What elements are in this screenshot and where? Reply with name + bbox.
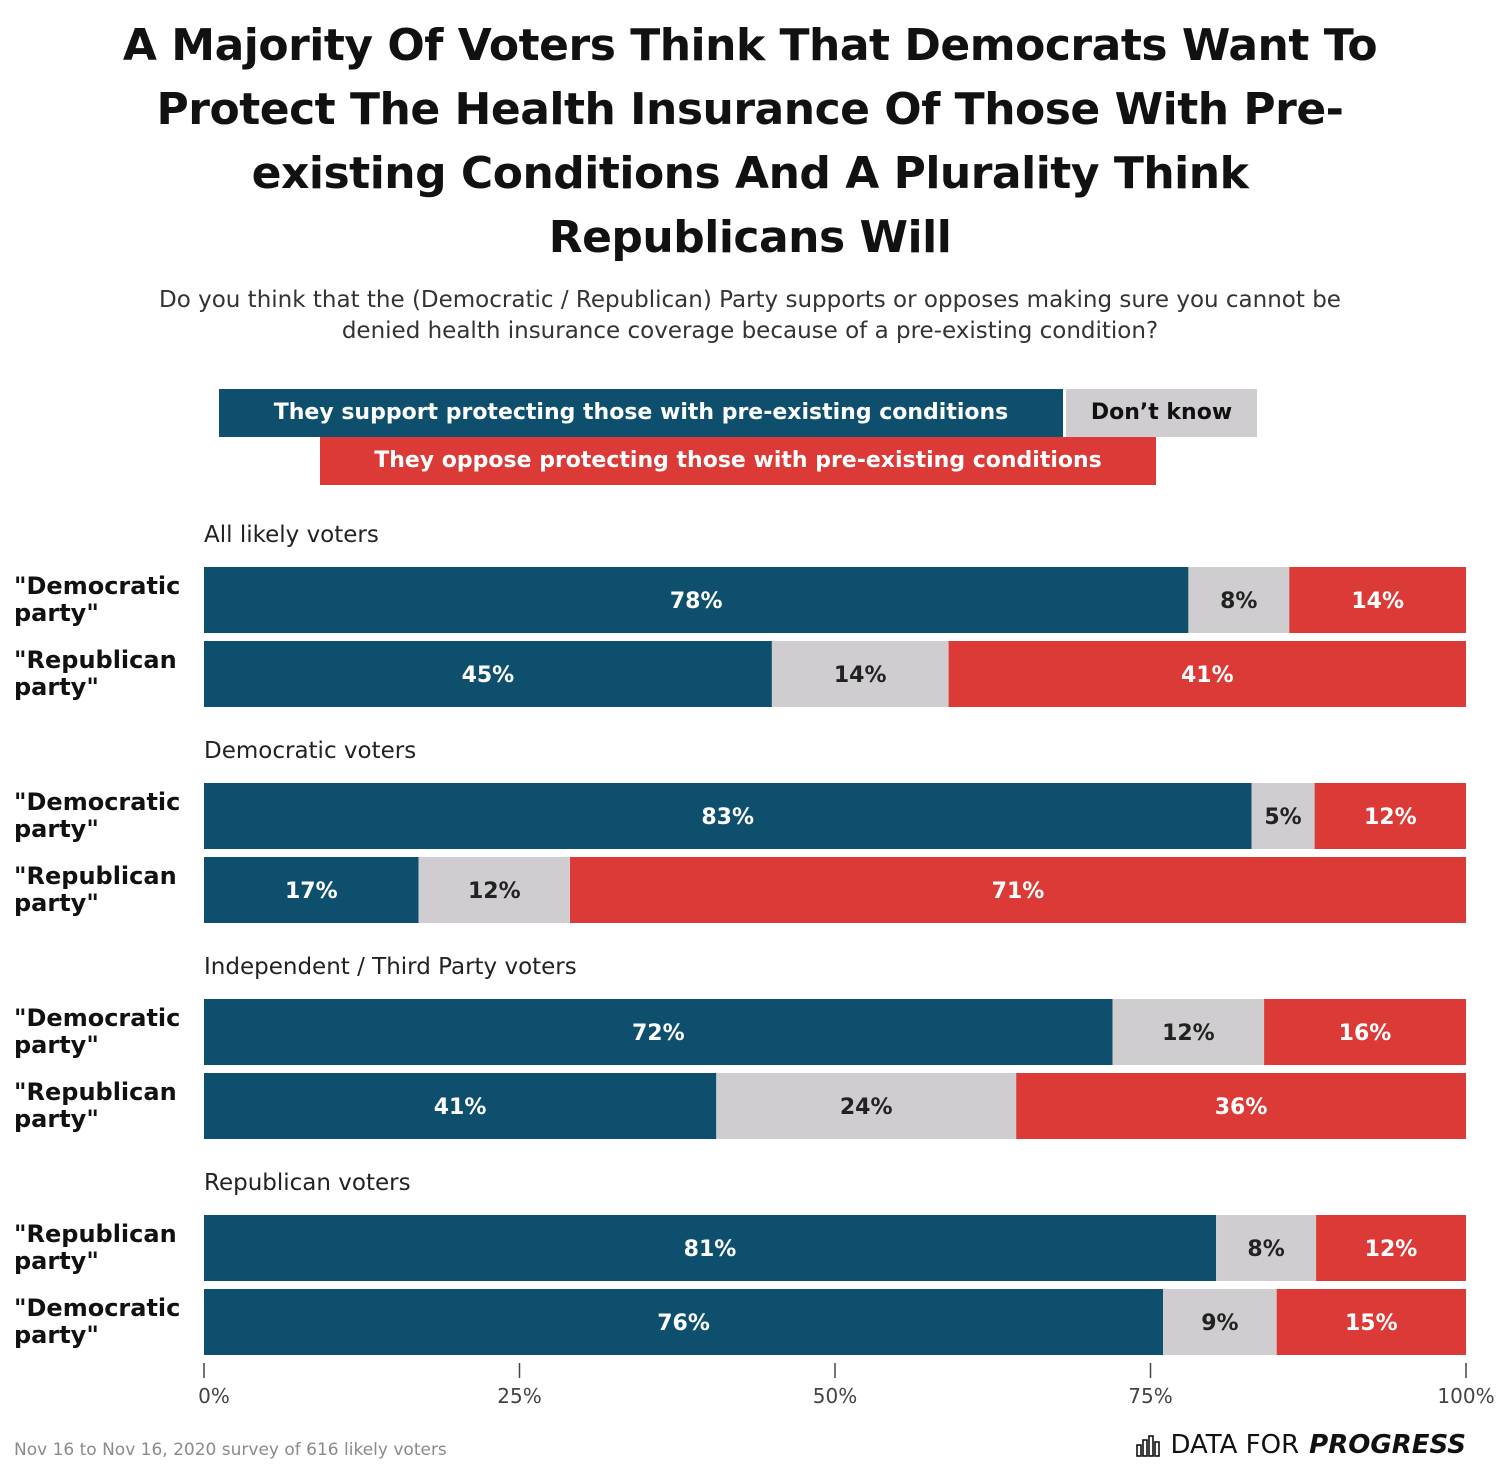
- title-line: Protect The Health Insurance Of Those Wi…: [156, 84, 1344, 135]
- x-tick-label: 50%: [813, 1384, 857, 1408]
- bar-segment-oppose: [1264, 999, 1466, 1065]
- row-label: "Republican: [14, 1078, 177, 1106]
- data-label: 78%: [670, 589, 723, 614]
- data-label: 24%: [840, 1095, 893, 1120]
- legend-oppose: They oppose protecting those with pre-ex…: [320, 437, 1156, 485]
- legend-dont-know: Don’t know: [1066, 389, 1257, 437]
- data-label: 41%: [1181, 663, 1234, 688]
- bar-segment-dont-know: [716, 1073, 1017, 1139]
- chart-title: A Majority Of Voters Think That Democrat…: [0, 14, 1500, 270]
- subtitle-line: denied health insurance coverage because…: [341, 318, 1159, 344]
- row-label: "Democratic: [14, 1294, 180, 1322]
- brand-progress: PROGRESS: [1309, 1430, 1466, 1460]
- x-tick-label: 0%: [198, 1384, 230, 1408]
- data-label: 14%: [834, 663, 887, 688]
- data-label: 12%: [468, 879, 521, 904]
- data-label: 45%: [462, 663, 515, 688]
- bar-segment-support: [204, 999, 1113, 1065]
- bar-segment-oppose: [948, 641, 1466, 707]
- row-label: party": [14, 1031, 99, 1059]
- x-tick-label: 100%: [1437, 1384, 1494, 1408]
- row-label: party": [14, 815, 99, 843]
- data-label: 9%: [1201, 1311, 1238, 1336]
- data-label: 83%: [701, 805, 754, 830]
- bar-segment-dont-know: [1251, 783, 1315, 849]
- title-line: Republicans Will: [548, 212, 952, 263]
- bar-segment-dont-know: [418, 857, 570, 923]
- row-label: "Republican: [14, 1220, 177, 1248]
- bar-segment-support: [204, 641, 772, 707]
- footer-source: Nov 16 to Nov 16, 2020 survey of 616 lik…: [14, 1440, 447, 1460]
- row-label: party": [14, 673, 99, 701]
- row-label: "Democratic: [14, 572, 180, 600]
- group-label: All likely voters: [204, 522, 379, 548]
- bar-segment-dont-know: [1216, 1215, 1317, 1281]
- group-label: Democratic voters: [204, 738, 416, 764]
- bar-segment-dont-know: [1188, 567, 1290, 633]
- data-label: 12%: [1162, 1021, 1215, 1046]
- row-label: "Republican: [14, 862, 177, 890]
- bar-segment-support: [204, 1073, 717, 1139]
- data-label: 71%: [992, 879, 1045, 904]
- group-label: Republican voters: [204, 1170, 411, 1196]
- data-label: 12%: [1364, 805, 1417, 830]
- data-label: 5%: [1264, 805, 1301, 830]
- data-label: 8%: [1220, 589, 1257, 614]
- bar-segment-oppose: [1289, 567, 1466, 633]
- x-tick-label: 25%: [497, 1384, 541, 1408]
- data-label: 72%: [632, 1021, 685, 1046]
- row-label: party": [14, 1105, 99, 1133]
- bar-segment-oppose: [1276, 1289, 1466, 1355]
- row-label: party": [14, 599, 99, 627]
- data-label: 76%: [657, 1311, 710, 1336]
- data-label: 12%: [1365, 1237, 1418, 1262]
- x-tick-label: 75%: [1128, 1384, 1172, 1408]
- row-label: party": [14, 1321, 99, 1349]
- data-label: 16%: [1339, 1021, 1392, 1046]
- bar-segment-oppose: [1316, 1215, 1466, 1281]
- row-label: "Democratic: [14, 788, 180, 816]
- bar-segment-oppose: [1016, 1073, 1466, 1139]
- data-label: 14%: [1351, 589, 1404, 614]
- bar-segment-dont-know: [771, 641, 949, 707]
- row-label: party": [14, 889, 99, 917]
- brand-logo: DATA FOR PROGRESS: [1136, 1430, 1466, 1460]
- row-label: party": [14, 1247, 99, 1275]
- brand-data-for: DATA FOR: [1170, 1430, 1300, 1460]
- bar-segment-support: [204, 783, 1252, 849]
- data-label: 15%: [1345, 1311, 1398, 1336]
- data-label: 36%: [1215, 1095, 1268, 1120]
- bar-segment-dont-know: [1163, 1289, 1277, 1355]
- legend-support: They support protecting those with pre-e…: [219, 389, 1063, 437]
- bar-segment-support: [204, 1215, 1217, 1281]
- row-label: "Democratic: [14, 1004, 180, 1032]
- bar-segment-support: [204, 1289, 1164, 1355]
- bar-segment-support: [204, 857, 419, 923]
- chart-subtitle: Do you think that the (Democratic / Repu…: [30, 285, 1470, 347]
- data-label: 41%: [434, 1095, 487, 1120]
- bar-chart-logo-icon: [1136, 1435, 1161, 1457]
- bar-segment-oppose: [1314, 783, 1466, 849]
- group-label: Independent / Third Party voters: [204, 954, 577, 980]
- bar-segment-dont-know: [1112, 999, 1264, 1065]
- title-line: existing Conditions And A Plurality Thin…: [251, 148, 1249, 199]
- bar-segment-oppose: [570, 857, 1466, 923]
- data-label: 17%: [285, 879, 338, 904]
- data-label: 8%: [1247, 1237, 1284, 1262]
- bar-segment-support: [204, 567, 1189, 633]
- data-label: 81%: [684, 1237, 737, 1262]
- subtitle-line: Do you think that the (Democratic / Repu…: [159, 287, 1341, 313]
- row-label: "Republican: [14, 646, 177, 674]
- title-line: A Majority Of Voters Think That Democrat…: [122, 20, 1378, 71]
